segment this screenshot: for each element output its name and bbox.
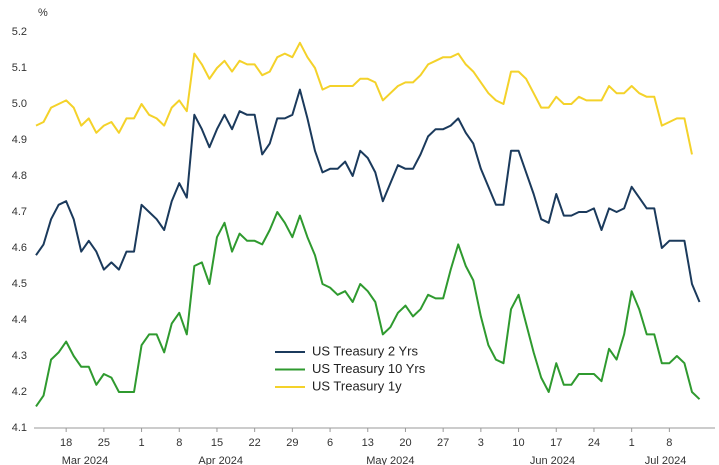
x-tick-label: 27 xyxy=(437,437,449,449)
y-tick-label: 4.7 xyxy=(12,206,27,218)
x-tick-label: 20 xyxy=(399,437,411,449)
month-label: Apr 2024 xyxy=(198,455,243,465)
x-tick-label: 6 xyxy=(327,437,333,449)
series-line xyxy=(35,41,693,155)
x-tick-label: 22 xyxy=(249,437,261,449)
month-label: May 2024 xyxy=(366,455,414,465)
x-tick-label: 24 xyxy=(588,437,600,449)
y-tick-label: 4.2 xyxy=(12,386,27,398)
y-tick-label: 5.1 xyxy=(12,62,27,74)
y-tick-label: 4.5 xyxy=(12,278,27,290)
month-label: Jun 2024 xyxy=(530,455,575,465)
x-tick-label: 17 xyxy=(550,437,562,449)
series-line xyxy=(35,211,701,407)
y-tick-label: 4.3 xyxy=(12,350,27,362)
y-tick-label: 5.0 xyxy=(12,98,27,110)
x-tick-label: 25 xyxy=(98,437,110,449)
legend-label: US Treasury 1y xyxy=(312,378,402,393)
y-tick-label: 4.1 xyxy=(12,422,27,434)
month-label: Jul 2024 xyxy=(645,455,687,465)
x-tick-label: 29 xyxy=(286,437,298,449)
series-line xyxy=(35,88,701,303)
x-tick-label: 8 xyxy=(666,437,672,449)
x-tick-label: 1 xyxy=(629,437,635,449)
y-tick-label: 4.9 xyxy=(12,134,27,146)
x-tick-label: 1 xyxy=(138,437,144,449)
y-tick-label: 5.2 xyxy=(12,26,27,38)
x-tick-label: 8 xyxy=(176,437,182,449)
y-tick-label: 4.6 xyxy=(12,242,27,254)
legend-label: US Treasury 10 Yrs xyxy=(312,361,426,376)
legend-label: US Treasury 2 Yrs xyxy=(312,343,418,358)
y-tick-label: 4.8 xyxy=(12,170,27,182)
x-tick-label: 18 xyxy=(60,437,72,449)
x-tick-label: 15 xyxy=(211,437,223,449)
y-tick-label: 4.4 xyxy=(12,314,27,326)
y-unit-label: % xyxy=(38,7,48,19)
month-label: Mar 2024 xyxy=(62,455,108,465)
x-tick-label: 10 xyxy=(512,437,524,449)
x-tick-label: 3 xyxy=(478,437,484,449)
x-tick-label: 13 xyxy=(362,437,374,449)
